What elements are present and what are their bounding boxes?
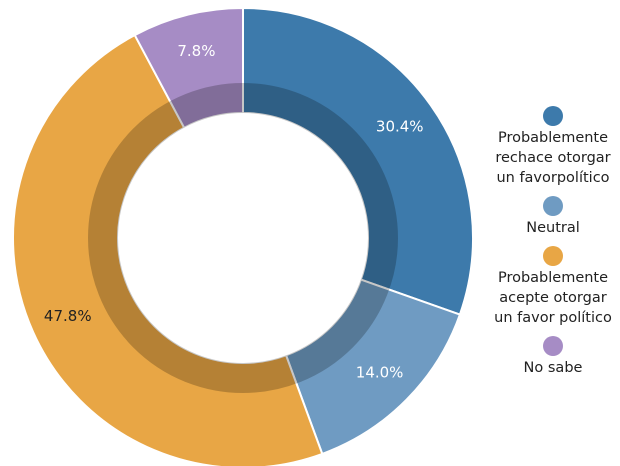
donut-slice bbox=[133, 6, 244, 130]
inner-shade bbox=[88, 83, 398, 393]
donut-slice bbox=[242, 6, 474, 316]
legend-label: No sabe bbox=[523, 360, 583, 376]
legend-label: Probablemente rechace otorgar un favorpo… bbox=[495, 130, 611, 186]
legend-swatch bbox=[543, 106, 563, 126]
value-label: 47.8% bbox=[44, 307, 92, 325]
legend-swatch bbox=[543, 196, 563, 216]
value-label: 30.4% bbox=[376, 118, 424, 136]
value-label: 7.8% bbox=[177, 42, 215, 60]
legend-entry: No sabe bbox=[478, 336, 620, 378]
donut-slice bbox=[284, 278, 462, 456]
legend-label: Neutral bbox=[526, 220, 580, 236]
donut-slice bbox=[12, 33, 324, 466]
legend-entry: Neutral bbox=[478, 196, 620, 238]
legend: Probablemente rechace otorgar un favorpo… bbox=[478, 106, 620, 386]
legend-entry: Probablemente acepte otorgar un favor po… bbox=[478, 246, 620, 328]
legend-label: Probablemente acepte otorgar un favor po… bbox=[494, 270, 612, 326]
legend-swatch bbox=[543, 246, 563, 266]
legend-swatch bbox=[543, 336, 563, 356]
value-label: 14.0% bbox=[356, 363, 404, 381]
legend-entry: Probablemente rechace otorgar un favorpo… bbox=[478, 106, 620, 188]
